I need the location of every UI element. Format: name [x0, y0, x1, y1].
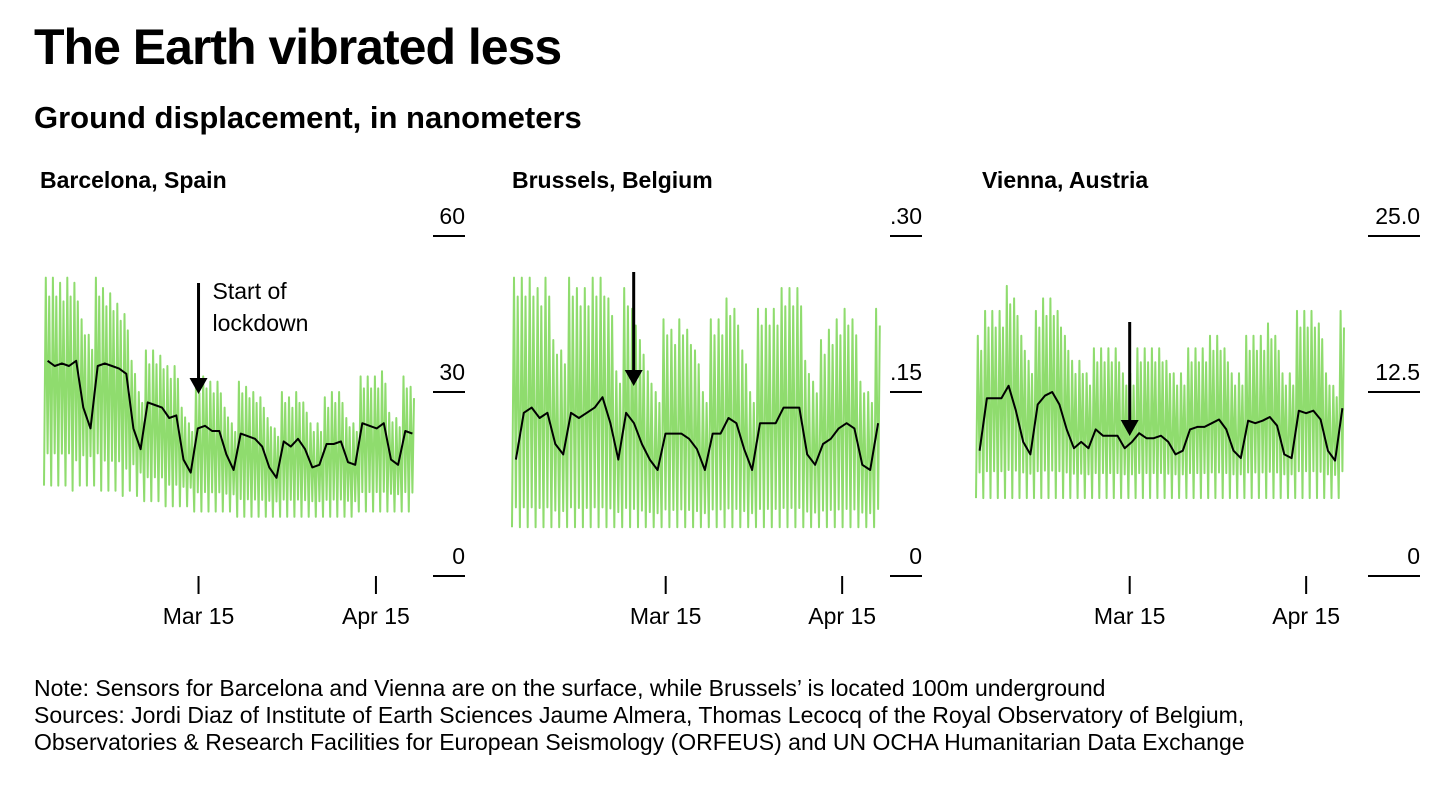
footnotes: Note: Sensors for Barcelona and Vienna a…: [34, 675, 1245, 756]
lockdown-arrow-head: [624, 370, 643, 386]
daily-average-line: [514, 396, 880, 471]
y-tick-label: 0: [909, 543, 922, 569]
y-tick-label: 25.0: [1375, 203, 1420, 229]
x-tick-label: Mar 15: [1094, 603, 1166, 629]
y-tick-label: .30: [890, 203, 922, 229]
x-tick-label: Mar 15: [163, 603, 235, 629]
raw-displacement-line: [43, 276, 415, 518]
panel-title: Vienna, Austria: [982, 167, 1148, 193]
y-tick-label: 60: [439, 203, 465, 229]
sources-line-2: Observatories & Research Facilities for …: [34, 729, 1245, 755]
note-text: Note: Sensors for Barcelona and Vienna a…: [34, 675, 1106, 701]
daily-average-line: [47, 359, 413, 479]
small-multiples-chart: Barcelona, Spain 60 30 0 Mar 15 Apr 15 Start o…: [40, 167, 1420, 629]
annotation-line-1: Start of: [213, 278, 288, 304]
x-tick-label: Apr 15: [342, 603, 410, 629]
lockdown-arrow-head: [189, 378, 208, 394]
raw-displacement-line: [975, 284, 1345, 500]
panel-title: Barcelona, Spain: [40, 167, 227, 193]
sources-line-1: Sources: Jordi Diaz of Institute of Eart…: [34, 702, 1245, 728]
panel-1: Brussels, Belgium .30 .15 0 Mar 15 Apr 15: [511, 167, 922, 629]
chart-title: The Earth vibrated less: [34, 19, 562, 75]
lockdown-arrow-head: [1120, 420, 1139, 436]
y-tick-label: 30: [439, 359, 465, 385]
y-tick-label: 0: [452, 543, 465, 569]
y-tick-label: 12.5: [1375, 359, 1420, 385]
y-tick-label: 0: [1407, 543, 1420, 569]
panel-2: Vienna, Austria 25.0 12.5 0 Mar 15 Apr 15: [975, 167, 1420, 629]
panel-0: Barcelona, Spain 60 30 0 Mar 15 Apr 15 Start o…: [40, 167, 465, 629]
x-tick-label: Mar 15: [630, 603, 702, 629]
chart-subtitle: Ground displacement, in nanometers: [34, 100, 582, 135]
daily-average-line: [978, 384, 1344, 462]
x-tick-label: Apr 15: [1272, 603, 1340, 629]
panel-title: Brussels, Belgium: [512, 167, 713, 193]
y-tick-label: .15: [890, 359, 922, 385]
x-tick-label: Apr 15: [808, 603, 876, 629]
annotation-line-2: lockdown: [213, 310, 309, 336]
raw-displacement-line: [511, 276, 881, 529]
